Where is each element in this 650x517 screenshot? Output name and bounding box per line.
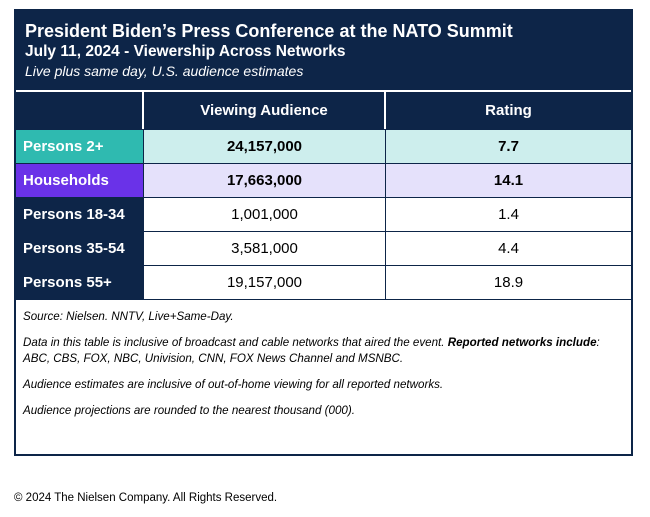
- page-title: President Biden’s Press Conference at th…: [25, 21, 513, 41]
- copyright-notice: © 2024 The Nielsen Company. All Rights R…: [14, 492, 278, 504]
- subtitle: Live plus same day, U.S. audience estima…: [25, 63, 304, 79]
- table-row: Persons 18-34 1,001,000 1.4: [16, 197, 631, 231]
- notes-section: Source: Nielsen. NNTV, Live+Same-Day. Da…: [16, 299, 631, 419]
- audience-cell: 3,581,000: [144, 232, 386, 265]
- source-note: Source: Nielsen. NNTV, Live+Same-Day.: [23, 310, 234, 323]
- audience-cell: 17,663,000: [144, 164, 386, 197]
- table-header: President Biden’s Press Conference at th…: [16, 11, 631, 90]
- audience-cell: 19,157,000: [144, 266, 386, 299]
- row-label: Persons 55+: [16, 266, 144, 299]
- row-label: Persons 18-34: [16, 198, 144, 231]
- date-line: July 11, 2024 - Viewership Across Networ…: [25, 43, 346, 60]
- row-label: Households: [16, 164, 144, 197]
- column-header-rating: Rating: [386, 92, 631, 129]
- rating-cell: 14.1: [386, 164, 631, 197]
- audience-cell: 24,157,000: [144, 130, 386, 163]
- column-header-viewing-audience: Viewing Audience: [144, 92, 386, 129]
- rating-cell: 4.4: [498, 240, 519, 257]
- table-row: Persons 55+ 19,157,000 18.9: [16, 265, 631, 299]
- column-header-row: Viewing Audience Rating: [16, 90, 631, 129]
- networks-note-prefix: Data in this table is inclusive of broad…: [23, 336, 448, 349]
- row-label: Persons 2+: [16, 130, 144, 163]
- row-label: Persons 35-54: [16, 232, 144, 265]
- networks-note-bold: Reported networks include: [447, 336, 597, 349]
- viewership-table-card: President Biden’s Press Conference at th…: [14, 9, 633, 456]
- rating-cell: 1.4: [498, 206, 519, 223]
- table-row: Households 17,663,000 14.1: [16, 163, 631, 197]
- rounding-note: Audience projections are rounded to the …: [23, 404, 355, 417]
- out-of-home-note: Audience estimates are inclusive of out-…: [23, 378, 444, 391]
- table-row: Persons 35-54 3,581,000 4.4: [16, 231, 631, 265]
- networks-note-list: : ABC, CBS, FOX, NBC, Univision, CNN, FO…: [23, 336, 600, 365]
- audience-cell: 1,001,000: [144, 198, 386, 231]
- rating-cell: 7.7: [386, 130, 631, 163]
- rating-cell: 18.9: [493, 274, 524, 291]
- column-header-empty: [16, 92, 144, 129]
- networks-note: Data in this table is inclusive of broad…: [23, 335, 625, 367]
- table-row: Persons 2+ 24,157,000 7.7: [16, 129, 631, 163]
